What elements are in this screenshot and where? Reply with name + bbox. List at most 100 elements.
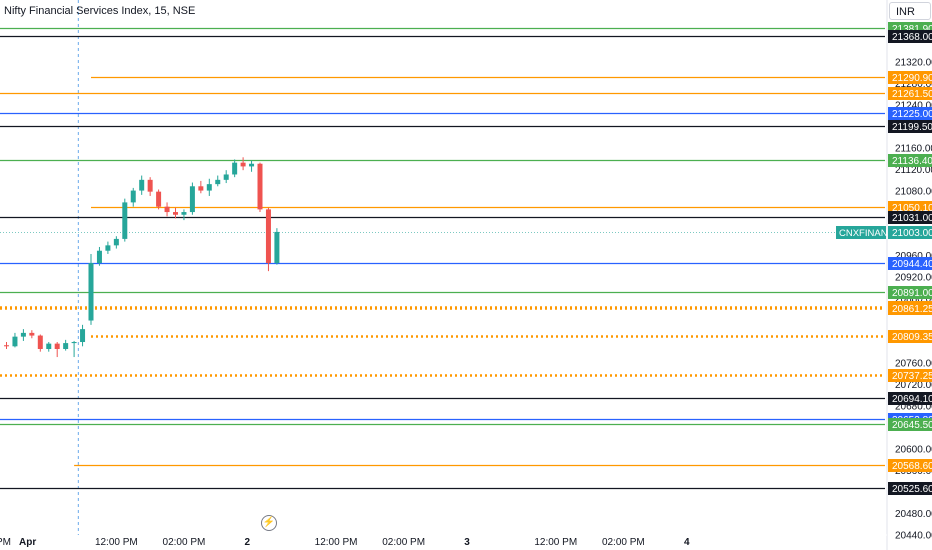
candle-body xyxy=(4,345,9,347)
price-tick-label: 20880.00 xyxy=(895,294,932,305)
symbol-label: CNXFINANCE xyxy=(839,228,901,239)
candle-body xyxy=(122,202,128,239)
time-tick-label: 02:00 PM xyxy=(602,537,645,548)
level-price-label: 20891.00 xyxy=(892,288,932,299)
level-price-label: 20568.60 xyxy=(892,461,932,472)
price-tick-label: 20600.00 xyxy=(895,444,932,455)
level-price-tag xyxy=(888,286,932,299)
candle-body xyxy=(20,332,26,337)
price-tick-label: 20480.00 xyxy=(895,509,932,520)
candle-body xyxy=(274,231,280,264)
candle-body xyxy=(130,190,136,203)
candle-body xyxy=(63,343,69,349)
level-price-tag xyxy=(888,302,932,315)
price-tick-label: 20960.00 xyxy=(895,251,932,262)
chart-title: Nifty Financial Services Index, 15, NSE xyxy=(4,5,196,17)
candle-body xyxy=(54,343,60,349)
price-tick-label: 20440.00 xyxy=(895,530,932,541)
level-price-tag xyxy=(888,369,932,382)
price-tick-label: 21080.00 xyxy=(895,187,932,198)
level-price-tag xyxy=(888,418,932,431)
lightning-icon[interactable]: ⚡ xyxy=(261,515,277,531)
candle-body xyxy=(96,250,102,264)
candle-body xyxy=(71,342,77,344)
candle-body xyxy=(232,162,238,175)
candle-body xyxy=(215,179,221,185)
candle-body xyxy=(105,245,111,251)
candle-body xyxy=(80,329,86,343)
price-tick-label: 21160.00 xyxy=(895,144,932,155)
price-tick-label: 21280.00 xyxy=(895,79,932,90)
level-price-label: 21225.00 xyxy=(892,109,932,120)
level-price-label: 21136.40 xyxy=(892,156,932,167)
time-tick-label: 02:00 PM xyxy=(163,537,206,548)
level-price-tag xyxy=(888,30,932,43)
level-price-tag xyxy=(888,87,932,100)
level-price-label: 20694.10 xyxy=(892,394,932,405)
level-price-label: 20944.40 xyxy=(892,259,932,270)
level-price-label: 20737.25 xyxy=(892,371,932,382)
level-price-tag xyxy=(888,71,932,84)
level-price-label: 20525.60 xyxy=(892,484,932,495)
price-tick-label: 21120.00 xyxy=(895,165,932,176)
level-price-tag xyxy=(888,201,932,214)
candle-body xyxy=(12,336,18,347)
time-tick-label: 3 xyxy=(464,537,470,548)
candle-body xyxy=(156,191,162,207)
level-price-label: 20861.25 xyxy=(892,304,932,315)
level-price-tag xyxy=(888,392,932,405)
candle-body xyxy=(139,179,145,191)
price-tick-label: 20760.00 xyxy=(895,358,932,369)
level-price-label: 21261.50 xyxy=(892,89,932,100)
level-price-label: 20809.35 xyxy=(892,332,932,343)
candle-body xyxy=(198,186,204,191)
level-price-label: 21031.00 xyxy=(892,213,932,224)
candle-body xyxy=(147,179,153,192)
time-tick-label: 12:00 PM xyxy=(534,537,577,548)
time-tick-label: 12:00 PM xyxy=(315,537,358,548)
time-tick-label: 02:00 PM xyxy=(382,537,425,548)
level-price-tag xyxy=(888,154,932,167)
candle-body xyxy=(88,263,94,321)
candle-body xyxy=(240,162,246,167)
candle-body xyxy=(257,163,263,210)
price-tick-label: 21240.00 xyxy=(895,101,932,112)
level-price-label: 20645.50 xyxy=(892,420,932,431)
level-price-tag xyxy=(888,459,932,472)
level-price-tag xyxy=(888,107,932,120)
last-price-label: 21003.00 xyxy=(892,228,932,239)
level-price-label: 21290.90 xyxy=(892,73,932,84)
last-price-tag xyxy=(888,226,932,239)
level-price-label: 21199.50 xyxy=(892,122,932,133)
candle-body xyxy=(46,343,52,349)
price-tick-label: 20720.00 xyxy=(895,380,932,391)
price-tick-label: 20920.00 xyxy=(895,273,932,284)
level-price-tag xyxy=(888,330,932,343)
time-tick-label: 12:00 PM xyxy=(95,537,138,548)
candle-body xyxy=(181,212,187,215)
candle-body xyxy=(113,238,119,246)
level-price-label: 21050.10 xyxy=(892,203,932,214)
time-tick-label: Apr xyxy=(19,537,36,548)
time-tick-label: 02:00 PM xyxy=(0,537,11,548)
candle-body xyxy=(223,174,229,180)
level-price-label: 21381.90 xyxy=(892,24,932,35)
candle-body xyxy=(249,163,255,167)
candle-body xyxy=(206,184,212,191)
candle-body xyxy=(164,206,170,213)
level-price-tag xyxy=(888,211,932,224)
candle-body xyxy=(265,209,271,264)
level-price-tag xyxy=(888,257,932,270)
level-price-label: 21368.00 xyxy=(892,32,932,43)
currency-button[interactable]: INR xyxy=(889,2,931,20)
level-price-tag xyxy=(888,482,932,495)
symbol-tag xyxy=(836,226,886,239)
price-tick-label: 21320.00 xyxy=(895,58,932,69)
level-price-tag xyxy=(888,120,932,133)
time-tick-label: 2 xyxy=(245,537,251,548)
candle-body xyxy=(189,186,195,213)
price-tick-label: 20680.00 xyxy=(895,401,932,412)
time-tick-label: 4 xyxy=(684,537,690,548)
candle-body xyxy=(173,212,178,215)
